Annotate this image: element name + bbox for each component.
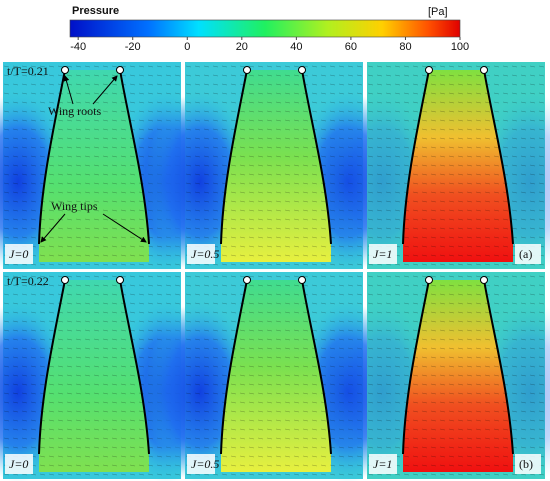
wing-root [243, 276, 251, 284]
colorbar-tick-label: 20 [236, 41, 248, 53]
wing-right [483, 279, 514, 455]
wing-root [298, 66, 306, 74]
wing-right [301, 279, 332, 455]
wing-root [298, 276, 306, 284]
wing-left [38, 69, 66, 245]
j-label-box [187, 454, 215, 474]
wing-root [61, 66, 69, 74]
velocity-vectors [367, 62, 545, 269]
wing-root [116, 66, 124, 74]
panel: J=1 (a) [327, 62, 550, 272]
colorbar-tick-label: 0 [184, 41, 190, 53]
time-label: t/T=0.22 [7, 274, 49, 288]
velocity-vectors [367, 272, 545, 479]
annotation-arrow [40, 213, 66, 243]
j-label-box [187, 244, 215, 264]
wing-root [61, 276, 69, 284]
annotation-arrow [102, 213, 147, 243]
panel: J=1 (b) [327, 272, 550, 481]
annotation-arrow [92, 75, 118, 105]
annotation: Wing tips [51, 199, 98, 213]
j-label-box [369, 244, 397, 264]
wing-right [483, 69, 514, 245]
j-label: J=0 [9, 247, 28, 261]
wing-right [119, 279, 150, 455]
panel: J=0.5 [145, 272, 403, 481]
wing-right [119, 69, 150, 245]
wing-root [425, 66, 433, 74]
j-label: J=1 [373, 457, 392, 471]
panel-tag: (a) [519, 247, 532, 261]
j-label: J=0 [9, 457, 28, 471]
colorbar-tick-label: 100 [451, 41, 469, 53]
wing-left [220, 279, 248, 455]
j-label-box [369, 454, 397, 474]
tag-box [515, 454, 541, 474]
panel-tag: (b) [519, 457, 533, 471]
j-label-box [5, 244, 33, 264]
tag-box [515, 244, 541, 264]
time-label: t/T=0.21 [7, 64, 49, 78]
j-label: J=0.5 [191, 247, 219, 261]
colorbar-unit: [Pa] [428, 6, 448, 18]
annotation-arrow [63, 75, 74, 105]
wing-root [116, 276, 124, 284]
colorbar-tick-label: 80 [399, 41, 411, 53]
wing-root [425, 276, 433, 284]
wing-left [38, 279, 66, 455]
j-label: J=0.5 [191, 457, 219, 471]
j-label: J=1 [373, 247, 392, 261]
wing-root [243, 66, 251, 74]
wing-left [402, 279, 430, 455]
wing-right [301, 69, 332, 245]
colorbar-tick-label: 40 [290, 41, 302, 53]
wing-root [480, 276, 488, 284]
j-label-box [5, 454, 33, 474]
annotation: Wing roots [48, 104, 102, 118]
colorbar-tick-label: -20 [125, 41, 141, 53]
wing-left [402, 69, 430, 245]
colorbar-label: Pressure [72, 5, 119, 17]
colorbar-tick-label: 60 [345, 41, 357, 53]
colorbar [69, 19, 461, 38]
colorbar-tick-label: -40 [70, 41, 86, 53]
wing-left [220, 69, 248, 245]
wing-root [480, 66, 488, 74]
